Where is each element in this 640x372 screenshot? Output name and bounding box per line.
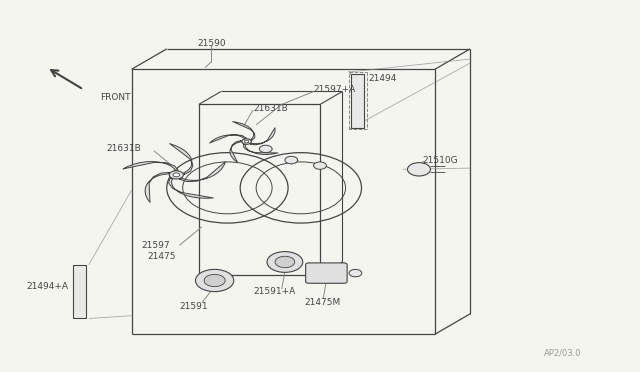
Text: FRONT: FRONT [100, 93, 130, 102]
Text: 21597+A: 21597+A [314, 85, 356, 94]
Text: 21590: 21590 [197, 39, 226, 48]
Circle shape [173, 173, 180, 177]
Text: 21510G: 21510G [422, 155, 458, 164]
Text: 21591: 21591 [179, 302, 208, 311]
Polygon shape [243, 144, 278, 154]
Circle shape [285, 156, 298, 164]
Text: 21494+A: 21494+A [26, 282, 68, 291]
Circle shape [195, 269, 234, 292]
Polygon shape [168, 178, 213, 198]
Circle shape [244, 140, 249, 143]
Circle shape [275, 256, 294, 268]
Polygon shape [170, 144, 193, 174]
Circle shape [267, 251, 303, 272]
Polygon shape [74, 265, 86, 318]
Text: AP2/03.0: AP2/03.0 [544, 348, 581, 357]
Polygon shape [233, 122, 255, 140]
Text: 21591+A: 21591+A [253, 287, 295, 296]
Polygon shape [123, 161, 178, 170]
Circle shape [408, 163, 431, 176]
Circle shape [259, 145, 272, 153]
Text: 21475M: 21475M [304, 298, 340, 307]
Circle shape [242, 139, 252, 144]
Text: 21597: 21597 [141, 241, 170, 250]
Circle shape [349, 269, 362, 277]
Circle shape [314, 162, 326, 169]
Polygon shape [145, 173, 170, 202]
FancyBboxPatch shape [306, 263, 347, 283]
Text: 21494: 21494 [368, 74, 396, 83]
Polygon shape [179, 161, 225, 182]
Text: 21631B: 21631B [106, 144, 141, 153]
Text: 21631B: 21631B [253, 104, 288, 113]
Circle shape [204, 275, 225, 286]
Polygon shape [351, 74, 364, 128]
Polygon shape [250, 128, 275, 145]
Circle shape [169, 171, 184, 179]
Polygon shape [230, 141, 241, 163]
Text: 21475: 21475 [148, 252, 176, 261]
Polygon shape [210, 135, 246, 143]
